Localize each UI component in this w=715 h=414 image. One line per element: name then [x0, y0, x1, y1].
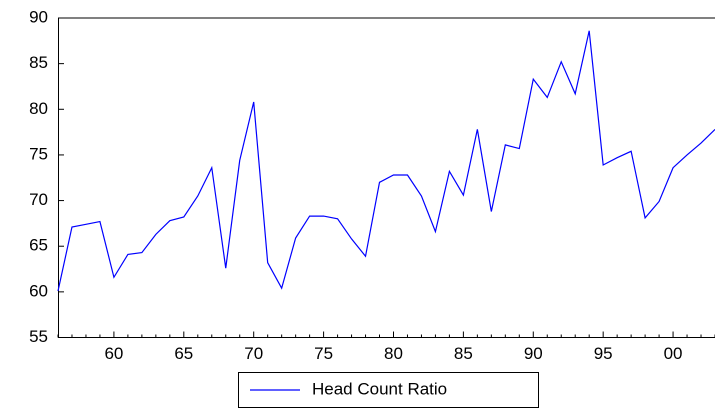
- y-tick-label: 70: [29, 190, 48, 209]
- x-tick-label: 75: [314, 344, 333, 363]
- x-tick-label: 95: [594, 344, 613, 363]
- y-tick-label: 90: [29, 7, 48, 26]
- x-tick-label: 80: [384, 344, 403, 363]
- x-tick-label: 90: [524, 344, 543, 363]
- legend-label: Head Count Ratio: [312, 379, 447, 398]
- y-tick-label: 55: [29, 327, 48, 346]
- y-tick-label: 75: [29, 144, 48, 163]
- x-tick-label: 65: [174, 344, 193, 363]
- y-tick-label: 85: [29, 53, 48, 72]
- y-tick-label: 80: [29, 99, 48, 118]
- y-tick-label: 60: [29, 281, 48, 300]
- data-line: [57, 30, 715, 292]
- x-tick-label: 85: [454, 344, 473, 363]
- y-tick-label: 65: [29, 236, 48, 255]
- x-tick-label: 00: [664, 344, 683, 363]
- x-tick-label: 70: [244, 344, 263, 363]
- x-tick-label: 60: [104, 344, 123, 363]
